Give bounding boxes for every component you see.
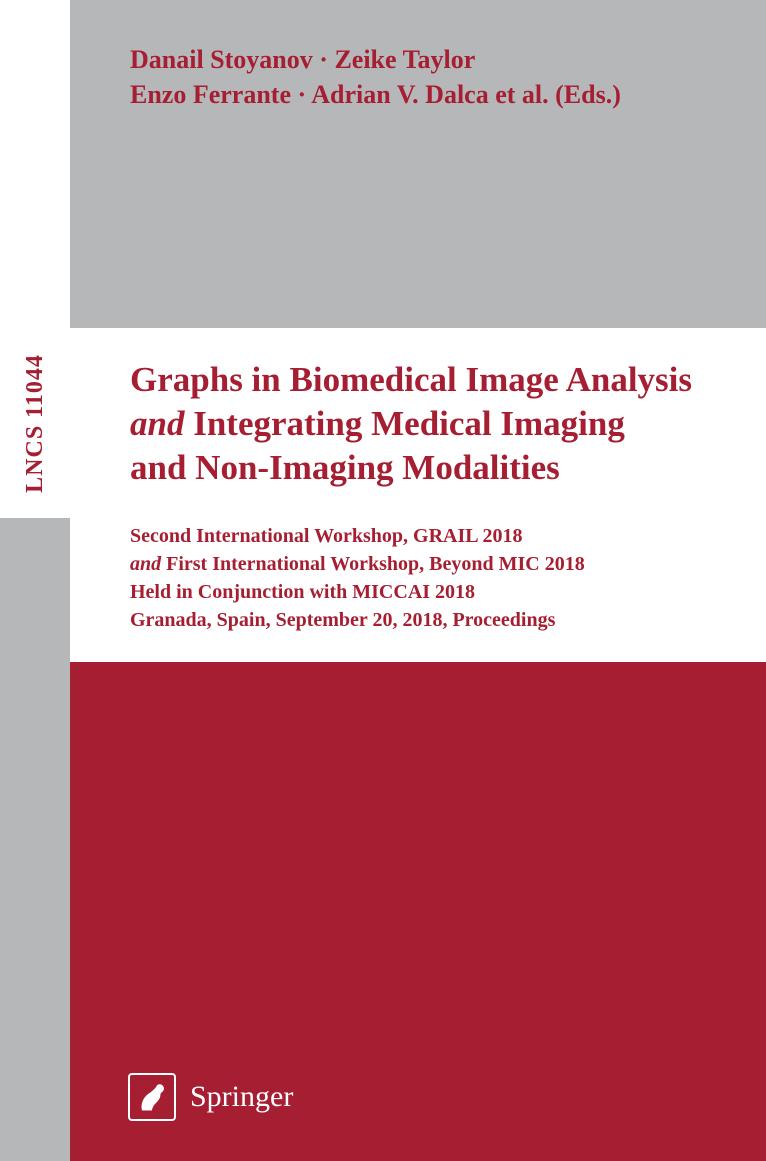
main-title: Graphs in Biomedical Image Analysis and … [130,358,721,489]
separator: · [291,80,311,109]
series-spine-tab: LNCS 11044 [0,328,70,518]
subtitle-rest: First International Workshop, Beyond MIC… [161,553,585,575]
subtitle-line: Second International Workshop, GRAIL 201… [130,522,721,550]
editor-name: Adrian V. Dalca et al. (Eds.) [311,80,621,109]
editor-name: Enzo Ferrante [130,80,291,109]
subtitle-line: Held in Conjunction with MICCAI 2018 [130,578,721,606]
editor-name: Danail Stoyanov [130,45,313,74]
and-italic: and [130,404,184,443]
editors-line-2: Enzo Ferrante · Adrian V. Dalca et al. (… [130,77,706,112]
subtitle-line: Granada, Spain, September 20, 2018, Proc… [130,606,721,634]
horse-svg-icon [132,1077,172,1117]
springer-horse-icon [128,1073,176,1121]
title-line: and Non-Imaging Modalities [130,446,721,490]
editors-block: Danail Stoyanov · Zeike Taylor Enzo Ferr… [130,42,706,112]
and-italic: and [130,553,161,575]
publisher-block: Springer [128,1073,293,1121]
series-label: LNCS 11044 [22,354,49,493]
subtitle-text: Second International Workshop, GRAIL 201… [130,522,721,634]
title-rest: Integrating Medical Imaging [184,404,624,443]
subtitle-panel: Second International Workshop, GRAIL 201… [70,500,766,662]
separator: · [313,45,335,74]
editors-line-1: Danail Stoyanov · Zeike Taylor [130,42,706,77]
subtitle-line: and First International Workshop, Beyond… [130,550,721,578]
title-line: and Integrating Medical Imaging [130,402,721,446]
editor-name: Zeike Taylor [334,45,475,74]
title-panel: Graphs in Biomedical Image Analysis and … [70,328,766,519]
publisher-name: Springer [190,1080,293,1114]
title-line: Graphs in Biomedical Image Analysis [130,358,721,402]
book-cover: Danail Stoyanov · Zeike Taylor Enzo Ferr… [0,0,766,1161]
